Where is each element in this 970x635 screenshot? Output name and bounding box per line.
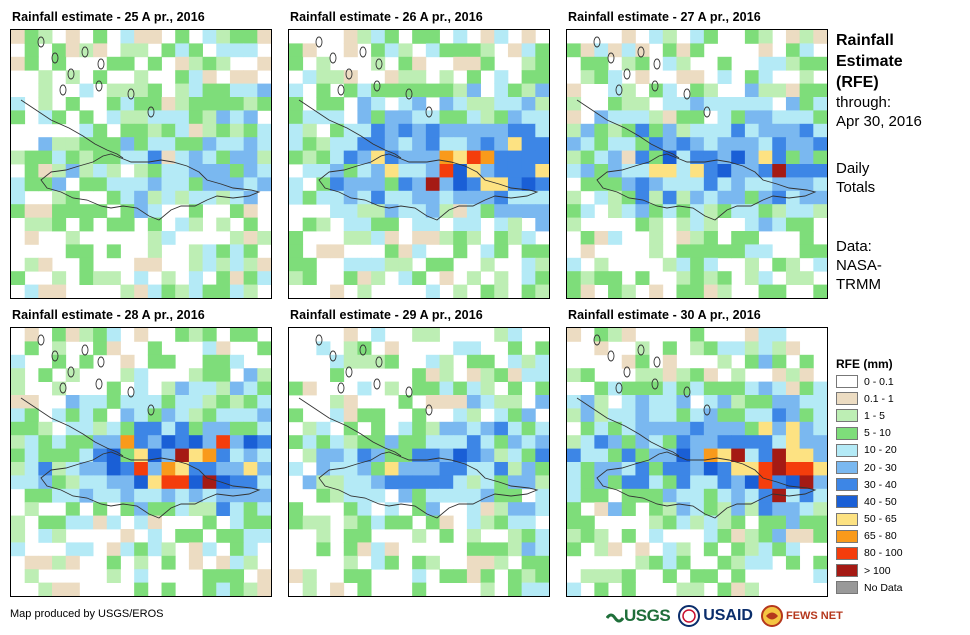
legend-label: 5 - 10 xyxy=(864,427,891,440)
legend: RFE (mm) 0 - 0.1 0.1 - 1 1 - 5 5 - 10 10 - 2… xyxy=(836,357,966,596)
legend-swatch xyxy=(836,581,858,595)
rainfall-grid xyxy=(11,30,271,298)
legend-item: 10 - 20 xyxy=(836,442,966,459)
data-source-line: NASA- xyxy=(836,257,882,274)
legend-swatch xyxy=(836,426,858,440)
rainfall-map xyxy=(10,29,272,299)
legend-swatch xyxy=(836,375,858,389)
coastline xyxy=(298,36,539,221)
product-title-line: Estimate xyxy=(836,53,903,70)
rainfall-map xyxy=(10,327,272,597)
legend-label: 1 - 5 xyxy=(864,409,886,422)
data-source-line: Data: xyxy=(836,238,872,255)
legend-swatch xyxy=(836,512,858,526)
totals-line: Totals xyxy=(836,179,876,196)
legend-swatch xyxy=(836,478,858,492)
through-date: Apr 30, 2016 xyxy=(836,113,922,130)
rainfall-grid xyxy=(289,328,549,596)
legend-item: 30 - 40 xyxy=(836,476,966,493)
fews-net-logo: FEWS NET xyxy=(760,605,843,627)
panel-title: Rainfall estimate - 30 A pr., 2016 xyxy=(568,308,761,322)
rainfall-grid xyxy=(11,328,271,596)
legend-swatch xyxy=(836,392,858,406)
legend-swatch xyxy=(836,564,858,578)
legend-item: 65 - 80 xyxy=(836,528,966,545)
panel-title: Rainfall estimate - 25 A pr., 2016 xyxy=(12,10,205,24)
panel-title: Rainfall estimate - 28 A pr., 2016 xyxy=(12,308,205,322)
legend-item: 5 - 10 xyxy=(836,425,966,442)
legend-label: 10 - 20 xyxy=(864,444,897,457)
legend-label: > 100 xyxy=(864,564,891,577)
legend-label: 40 - 50 xyxy=(864,495,897,508)
side-info: Rainfall Estimate (RFE) through: Apr 30,… xyxy=(836,30,966,294)
legend-label: 65 - 80 xyxy=(864,530,897,543)
coastline xyxy=(576,334,817,519)
product-title-line: (RFE) xyxy=(836,74,879,91)
logos: USGS USAID FEWS NET xyxy=(606,603,843,629)
through-label: through: xyxy=(836,94,892,111)
product-title-line: Rainfall xyxy=(836,32,894,49)
legend-swatch xyxy=(836,495,858,509)
legend-item: 20 - 30 xyxy=(836,459,966,476)
legend-item: 80 - 100 xyxy=(836,545,966,562)
coastline xyxy=(298,334,539,519)
legend-label: 80 - 100 xyxy=(864,547,903,560)
legend-swatch xyxy=(836,443,858,457)
legend-label: 20 - 30 xyxy=(864,461,897,474)
coastline xyxy=(20,334,261,519)
fews-net-text: FEWS NET xyxy=(785,610,843,622)
usaid-text: USAID xyxy=(703,607,753,624)
rainfall-map xyxy=(566,29,828,299)
legend-swatch xyxy=(836,546,858,560)
coastline xyxy=(20,36,261,221)
legend-swatch xyxy=(836,409,858,423)
legend-title: RFE (mm) xyxy=(836,357,893,371)
legend-swatch xyxy=(836,529,858,543)
legend-item: No Data xyxy=(836,579,966,596)
legend-item: > 100 xyxy=(836,562,966,579)
legend-item: 40 - 50 xyxy=(836,493,966,510)
legend-item: 1 - 5 xyxy=(836,407,966,424)
legend-label: 50 - 65 xyxy=(864,513,897,526)
legend-swatch xyxy=(836,461,858,475)
panel-title: Rainfall estimate - 27 A pr., 2016 xyxy=(568,10,761,24)
rainfall-grid xyxy=(289,30,549,298)
panel-title: Rainfall estimate - 26 A pr., 2016 xyxy=(290,10,483,24)
usgs-logo: USGS xyxy=(606,606,671,626)
legend-item: 0.1 - 1 xyxy=(836,390,966,407)
rainfall-grid xyxy=(567,30,827,298)
legend-label: 0.1 - 1 xyxy=(864,392,894,405)
rainfall-map xyxy=(288,327,550,597)
legend-label: 0 - 0.1 xyxy=(864,375,894,388)
legend-label: 30 - 40 xyxy=(864,478,897,491)
rainfall-map xyxy=(288,29,550,299)
map-credit: Map produced by USGS/EROS xyxy=(10,608,164,620)
usgs-wave-icon xyxy=(606,613,624,623)
rainfall-grid xyxy=(567,328,827,596)
fews-globe-icon xyxy=(760,605,783,627)
rainfall-map xyxy=(566,327,828,597)
coastline xyxy=(576,36,817,221)
legend-item: 0 - 0.1 xyxy=(836,373,966,390)
legend-label: No Data xyxy=(864,581,903,594)
legend-item: 50 - 65 xyxy=(836,511,966,528)
usgs-text: USGS xyxy=(624,606,671,625)
usaid-seal-icon xyxy=(678,605,701,627)
data-source-line: TRMM xyxy=(836,276,881,293)
usaid-logo: USAID xyxy=(678,605,753,627)
panel-title: Rainfall estimate - 29 A pr., 2016 xyxy=(290,308,483,322)
totals-line: Daily xyxy=(836,160,870,177)
